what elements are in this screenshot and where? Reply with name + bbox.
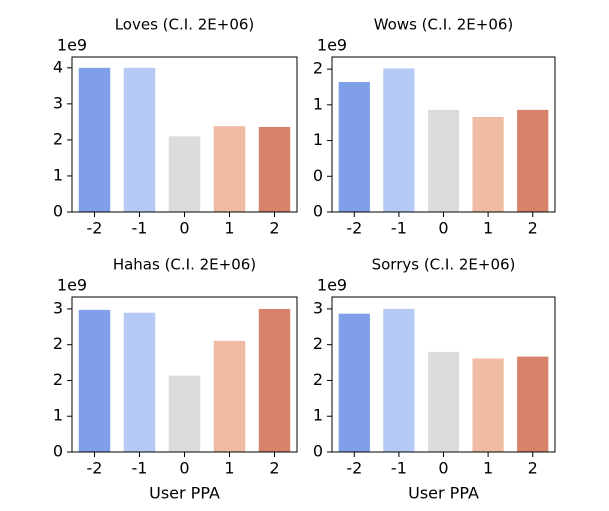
bar [168,375,201,452]
x-tick-label: 0 [438,219,448,238]
x-tick-label: -2 [346,219,362,238]
x-tick-label: 0 [438,459,448,478]
bar [78,309,111,452]
bar [168,136,201,212]
bar [78,67,111,212]
x-tick-label: -1 [391,219,407,238]
y-tick-label: 0 [53,202,63,221]
bar [123,67,156,212]
bar [123,312,156,452]
bar [383,308,415,452]
y-tick-label: 2 [53,370,63,389]
y-tick-label: 0 [53,442,63,461]
y-tick-label: 1 [313,130,323,149]
y-tick-label: 0 [313,202,323,221]
x-tick-label: 1 [483,459,493,478]
offset-text: 1e9 [57,36,87,55]
y-tick-label: 2 [313,334,323,353]
x-tick-label: 2 [528,459,538,478]
subplot-title: Hahas (C.I. 2E+06) [113,256,256,274]
x-tick-label: -2 [87,459,103,478]
y-tick-label: 3 [53,93,63,112]
bar [213,126,246,212]
subplot-title: Wows (C.I. 2E+06) [374,16,514,34]
bar [427,109,460,212]
bar [338,313,370,452]
bar [258,126,291,212]
bar [338,82,370,212]
x-tick-label: 1 [224,219,234,238]
y-tick-label: 2 [313,370,323,389]
x-axis-label: User PPA [408,484,479,503]
y-tick-label: 2 [313,59,323,78]
bar [258,308,291,452]
subplot-title: Loves (C.I. 2E+06) [115,16,255,34]
axes-frame [71,56,298,213]
offset-text: 1e9 [317,36,347,55]
y-tick-label: 1 [313,94,323,113]
y-tick-label: 2 [53,334,63,353]
axes-frame [71,296,298,453]
x-tick-label: 1 [483,219,493,238]
bar [472,358,504,452]
x-tick-label: -2 [87,219,103,238]
bar [472,117,504,212]
x-tick-label: -1 [132,219,148,238]
y-tick-label: 3 [313,298,323,317]
x-tick-label: 0 [179,219,189,238]
x-tick-label: -1 [132,459,148,478]
offset-text: 1e9 [317,276,347,295]
bar [383,68,415,212]
bar [427,351,460,452]
y-tick-label: 0 [313,166,323,185]
bar [517,109,549,212]
y-tick-label: 3 [53,298,63,317]
x-tick-label: 0 [179,459,189,478]
x-tick-label: 2 [269,459,279,478]
y-tick-label: 1 [53,165,63,184]
axes-frame [331,56,556,213]
x-axis-label: User PPA [149,484,220,503]
bar [213,340,246,452]
bar [517,356,549,452]
y-tick-label: 0 [313,442,323,461]
x-tick-label: -2 [346,459,362,478]
x-tick-label: 2 [528,219,538,238]
x-tick-label: -1 [391,459,407,478]
y-tick-label: 1 [313,406,323,425]
y-tick-label: 2 [53,129,63,148]
y-tick-label: 1 [53,406,63,425]
subplot-title: Sorrys (C.I. 2E+06) [372,256,516,274]
axes-frame [331,296,556,453]
offset-text: 1e9 [57,276,87,295]
x-tick-label: 1 [224,459,234,478]
x-tick-label: 2 [269,219,279,238]
y-tick-label: 4 [53,57,63,76]
